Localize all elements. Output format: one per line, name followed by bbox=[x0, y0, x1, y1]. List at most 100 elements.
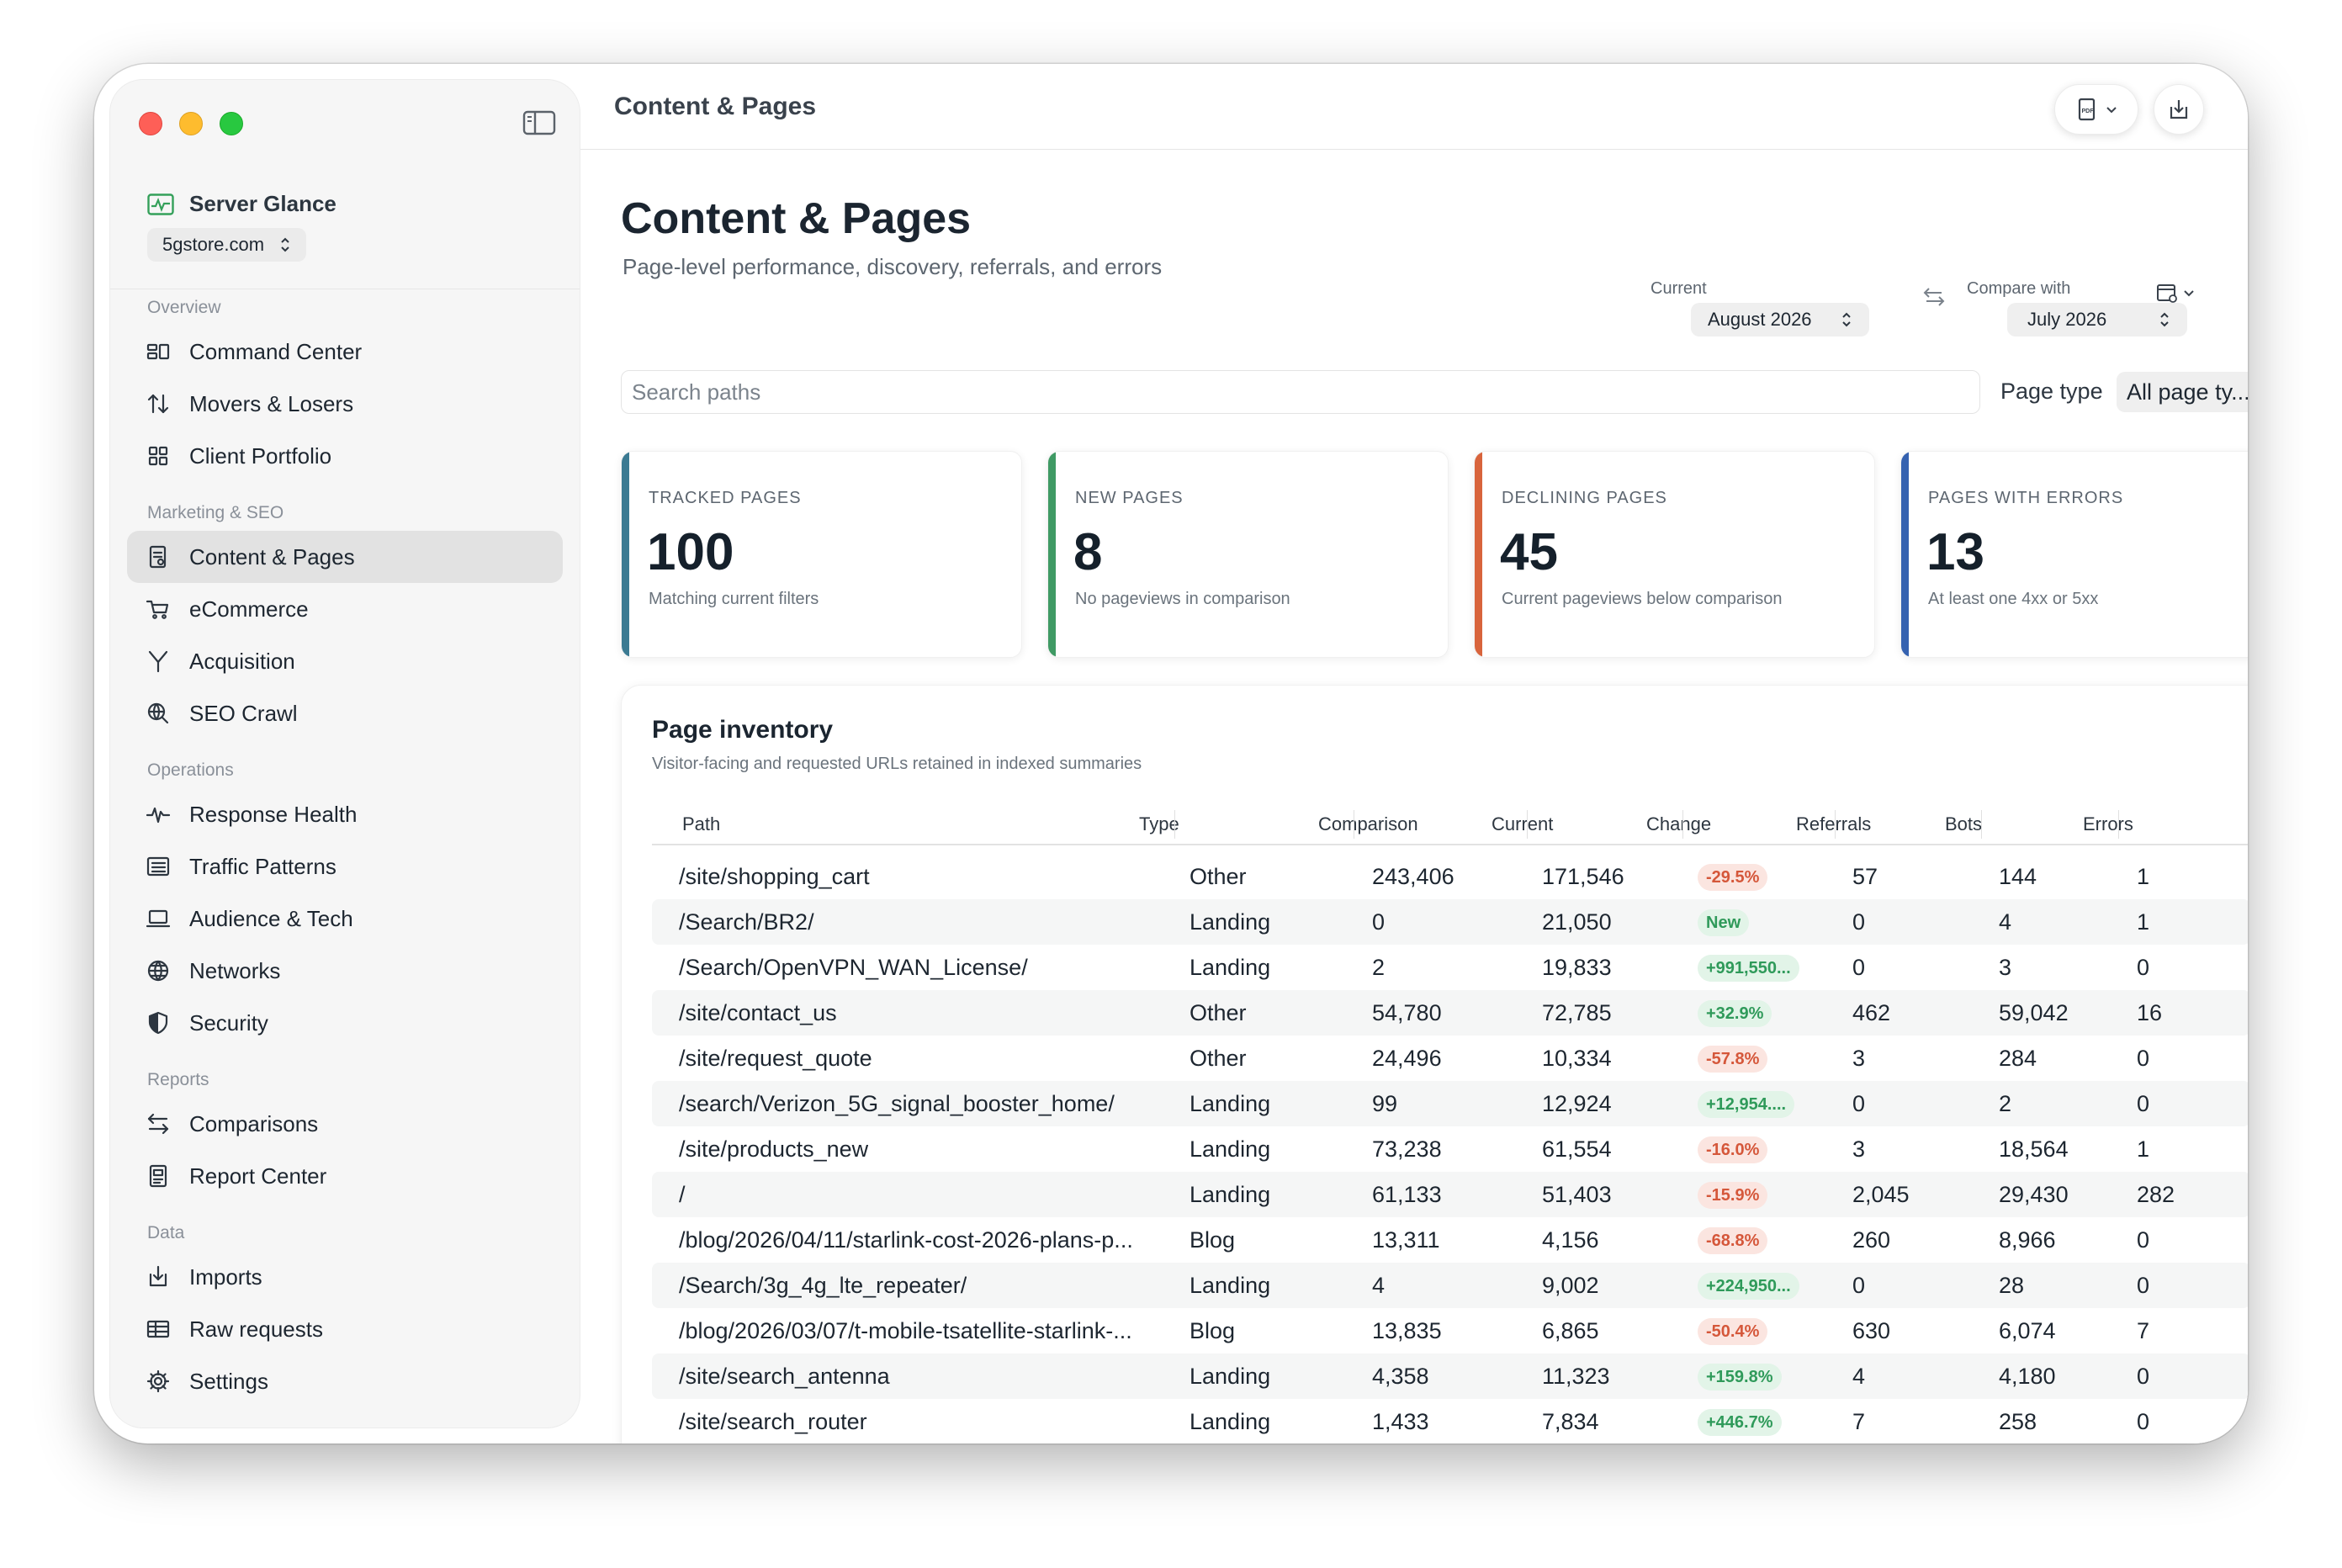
column-divider[interactable] bbox=[1682, 810, 1683, 839]
table-cell-type: Landing bbox=[1190, 909, 1271, 935]
sidebar-item-traffic-patterns[interactable]: Traffic Patterns bbox=[127, 840, 563, 893]
calendar-menu-button[interactable] bbox=[2155, 278, 2202, 308]
brand-name: Server Glance bbox=[189, 191, 336, 216]
table-cell-comparison: 13,835 bbox=[1372, 1318, 1442, 1343]
sidebar-item-settings[interactable]: Settings bbox=[127, 1355, 563, 1407]
table-cell-comparison: 4 bbox=[1372, 1273, 1386, 1298]
sidebar-item-content-pages[interactable]: Content & Pages bbox=[127, 531, 563, 583]
sidebar-item-label: Traffic Patterns bbox=[189, 853, 336, 879]
table-row[interactable]: / Landing 61,133 51,403 -15.9% 2,045 29,430 282 bbox=[652, 1172, 2248, 1217]
table-row[interactable]: /blog/2026/03/07/t-mobile-tsatellite-sta… bbox=[652, 1308, 2248, 1353]
table-cell-comparison: 243,406 bbox=[1372, 864, 1454, 889]
table-row[interactable]: /Search/3g_4g_lte_repeater/Landing 4 9,002… bbox=[652, 1263, 2248, 1308]
table-row[interactable]: /Search/BR2/Landing 0 21,050 New 0 4 1 bbox=[652, 899, 2248, 945]
table-row[interactable]: /site/request_quote Other 24,496 10,334 -57.… bbox=[652, 1036, 2248, 1081]
kpi-caption: Current pageviews below comparison bbox=[1502, 590, 1783, 608]
table-cell-comparison: 0 bbox=[1372, 909, 1386, 935]
table-cell-bots: 6,074 bbox=[1999, 1318, 2056, 1343]
column-header-change[interactable]: Change bbox=[1646, 813, 1712, 834]
change-badge: -57.8% bbox=[1698, 1046, 1768, 1073]
table-cell-type: Landing bbox=[1190, 1182, 1271, 1207]
page-type-select[interactable]: All page ty... bbox=[2117, 372, 2248, 412]
download-button[interactable] bbox=[2154, 84, 2204, 135]
table-cell-current: 72,785 bbox=[1542, 1000, 1612, 1025]
table-cell-errors: 282 bbox=[2137, 1182, 2175, 1207]
table-row[interactable]: /site/contact_us Other 54,780 72,785 +32.9% 4… bbox=[652, 990, 2248, 1036]
table-cell-comparison: 1,433 bbox=[1372, 1409, 1429, 1434]
sidebar-item-comparisons[interactable]: Comparisons bbox=[127, 1098, 563, 1150]
sidebar-item-audience-tech[interactable]: Audience & Tech bbox=[127, 893, 563, 945]
swap-periods-icon[interactable] bbox=[1921, 284, 1947, 310]
table-cell-path: /site/contact_us bbox=[679, 1000, 837, 1025]
export-pdf-button[interactable]: PDF bbox=[2054, 84, 2138, 135]
table-cell-bots: 2 bbox=[1999, 1091, 2012, 1116]
zoom-window-button[interactable] bbox=[220, 112, 243, 135]
sidebar-item-label: Imports bbox=[189, 1263, 262, 1290]
table-cell-referrals: 462 bbox=[1852, 1000, 1891, 1025]
sidebar-item-networks[interactable]: Networks bbox=[127, 945, 563, 997]
table-cell-bots: 59,042 bbox=[1999, 1000, 2069, 1025]
table-row[interactable]: /site/products_new Landing 73,238 61,554 -16… bbox=[652, 1126, 2248, 1172]
nav-section-title: Marketing & SEO bbox=[147, 503, 284, 522]
search-paths-input[interactable] bbox=[621, 370, 1980, 414]
column-divider[interactable] bbox=[2118, 810, 2119, 839]
table-row[interactable]: /search/Verizon_5G_signal_booster_home/L… bbox=[652, 1081, 2248, 1126]
column-header-current[interactable]: Current bbox=[1492, 813, 1554, 834]
table-row[interactable]: /site/shopping_cart Other 243,406 171,546 -2… bbox=[652, 854, 2248, 899]
minimize-window-button[interactable] bbox=[179, 112, 203, 135]
table-cell-path: /blog/2026/03/07/t-mobile-tsatellite-sta… bbox=[679, 1318, 1132, 1343]
kpi-caption: At least one 4xx or 5xx bbox=[1928, 590, 2099, 608]
sidebar-item-ecommerce[interactable]: eCommerce bbox=[127, 583, 563, 635]
table-cell-comparison: 2 bbox=[1372, 955, 1386, 980]
column-header-bots[interactable]: Bots bbox=[1945, 813, 1983, 834]
sidebar-item-raw-requests[interactable]: Raw requests bbox=[127, 1303, 563, 1355]
close-window-button[interactable] bbox=[139, 112, 162, 135]
column-header-type[interactable]: Type bbox=[1139, 813, 1179, 834]
calendar-icon bbox=[2157, 284, 2177, 303]
table-row[interactable]: /blog/2026/04/11/starlink-cost-2026-plan… bbox=[652, 1217, 2248, 1263]
compare-period-select[interactable]: July 2026 bbox=[2007, 303, 2187, 336]
sidebar-toggle-icon[interactable] bbox=[522, 110, 556, 135]
sidebar-item-report-center[interactable]: Report Center bbox=[127, 1150, 563, 1202]
site-selector[interactable]: 5gstore.com bbox=[147, 228, 307, 262]
column-header-referrals[interactable]: Referrals bbox=[1796, 813, 1872, 834]
column-header-comparison[interactable]: Comparison bbox=[1318, 813, 1418, 834]
table-cell-referrals: 7 bbox=[1852, 1409, 1866, 1434]
table-cell-current: 61,554 bbox=[1542, 1136, 1612, 1162]
table-cell-current: 171,546 bbox=[1542, 864, 1624, 889]
sidebar-item-response-health[interactable]: Response Health bbox=[127, 788, 563, 840]
kpi-caption: Matching current filters bbox=[649, 590, 819, 608]
inventory-table: Path Type Comparison Current Change Referrals… bbox=[652, 803, 2248, 1444]
sidebar: Server Glance 5gstore.com Overview Comma… bbox=[109, 79, 580, 1428]
table-cell-referrals: 3 bbox=[1852, 1136, 1866, 1162]
column-header-path[interactable]: Path bbox=[682, 813, 721, 834]
table-cell-errors: 0 bbox=[2137, 1273, 2150, 1298]
sidebar-item-acquisition[interactable]: Acquisition bbox=[127, 635, 563, 687]
table-row[interactable]: /site/search_router Landing 1,433 7,834 +446… bbox=[652, 1399, 2248, 1444]
chevron-updown-icon bbox=[1842, 312, 1851, 327]
sidebar-item-movers-losers[interactable]: Movers & Losers bbox=[127, 378, 563, 430]
sidebar-item-label: Content & Pages bbox=[189, 543, 355, 569]
column-divider[interactable] bbox=[1527, 810, 1528, 839]
sidebar-item-client-portfolio[interactable]: Client Portfolio bbox=[127, 430, 563, 482]
table-cell-current: 4,156 bbox=[1542, 1227, 1599, 1253]
sidebar-item-seo-crawl[interactable]: SEO Crawl bbox=[127, 687, 563, 739]
table-row[interactable]: /site/search_antenna Landing 4,358 11,323 +1… bbox=[652, 1353, 2248, 1399]
column-divider[interactable] bbox=[1174, 810, 1175, 839]
current-period-select[interactable]: August 2026 bbox=[1691, 303, 1869, 336]
table-cell-referrals: 4 bbox=[1852, 1364, 1866, 1389]
table-cell-referrals: 0 bbox=[1852, 1091, 1866, 1116]
column-divider[interactable] bbox=[1835, 810, 1836, 839]
column-divider[interactable] bbox=[1981, 810, 1982, 839]
sidebar-item-security[interactable]: Security bbox=[127, 997, 563, 1049]
table-cell-path: /site/search_antenna bbox=[679, 1364, 890, 1389]
column-header-errors[interactable]: Errors bbox=[2083, 813, 2133, 834]
table-cell-comparison: 61,133 bbox=[1372, 1182, 1442, 1207]
table-cell-type: Other bbox=[1190, 864, 1247, 889]
table-row[interactable]: /Search/OpenVPN_WAN_License/Landing 2 19,8… bbox=[652, 945, 2248, 990]
sidebar-item-command-center[interactable]: Command Center bbox=[127, 326, 563, 378]
table-cell-comparison: 73,238 bbox=[1372, 1136, 1442, 1162]
sidebar-item-imports[interactable]: Imports bbox=[127, 1251, 563, 1303]
current-period-label: Current bbox=[1651, 279, 1707, 298]
table-cell-referrals: 57 bbox=[1852, 864, 1878, 889]
